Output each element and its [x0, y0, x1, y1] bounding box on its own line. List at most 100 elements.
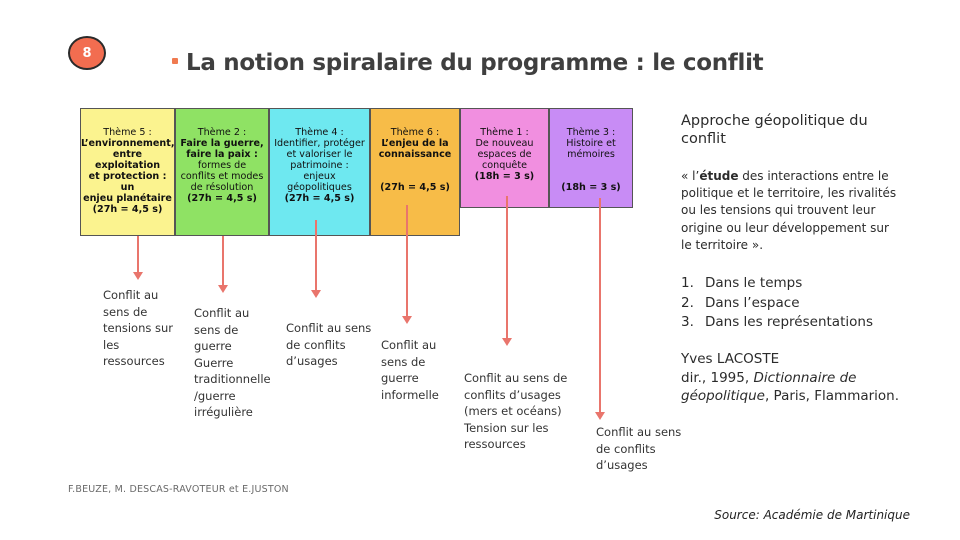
dimensions-list: 1. Dans le temps 2. Dans l’espace 3. Dans les… [681, 274, 873, 333]
dimension-item: 3. Dans les représentations [681, 313, 873, 333]
theme-line: Thème 1 : [480, 127, 529, 138]
label-line: les [103, 337, 120, 352]
label-line: guerre [381, 371, 419, 385]
theme-line: et protection : un [88, 171, 167, 193]
title-bullet [172, 58, 178, 64]
label-line: Conflit au sens de [464, 371, 568, 385]
label-line: sens de [194, 322, 239, 337]
conflict-label-theme-1: Conflit au sens de conflits d’usages (mers… [464, 370, 567, 453]
theme-box-5: Thème 1 : De nouveau espaces de conquête (18… [460, 108, 549, 208]
theme-hours: (27h = 4,5 s) [92, 204, 163, 215]
dimension-text: Dans les représentations [705, 314, 873, 330]
label-line: de conflits [596, 441, 656, 456]
label-line: ressources [464, 437, 526, 451]
label-line: sens de [103, 304, 148, 319]
approach-title: Approche géopolitique du conflit [681, 112, 868, 148]
dimension-number: 3. [681, 314, 694, 330]
conflict-label-theme-3: Conflit au sens de conflits d’usages [596, 424, 681, 474]
theme-line: géopolitiques [287, 182, 352, 193]
label-line: Conflit au [103, 288, 159, 302]
reference-author: Yves LACOSTE [681, 351, 780, 367]
label-line: de conflits [286, 337, 346, 352]
conflict-label-theme-6: Conflit au sens de guerre informelle [381, 337, 439, 403]
arrow-theme-4 [311, 220, 321, 298]
theme-hours: (18h = 3 s) [474, 171, 535, 182]
theme-line: faire la paix : [186, 149, 258, 160]
theme-line: patrimoine : [290, 160, 349, 171]
theme-line: de résolution [190, 182, 254, 193]
arrow-theme-6 [402, 205, 412, 324]
arrow-theme-1 [502, 196, 512, 346]
conflict-label-theme-4: Conflit au sens de conflits d’usages [286, 320, 371, 370]
theme-hours: (18h = 3 s) [561, 182, 621, 193]
slide-number-badge: 8 [68, 36, 106, 70]
theme-line: formes de [197, 160, 247, 171]
label-line: Conflit au [194, 306, 250, 320]
reference: Yves LACOSTE dir., 1995, Dictionnaire de… [681, 350, 899, 406]
label-line: Tension sur les [464, 420, 549, 435]
theme-line: Thème 3 : [566, 127, 616, 138]
dimension-item: 1. Dans le temps [681, 274, 873, 294]
theme-line: et valoriser le [286, 149, 353, 160]
reference-line-2: dir., 1995, Dictionnaire de [681, 369, 857, 386]
label-line: Conflit au [381, 338, 437, 352]
label-line: Conflit au sens [286, 321, 372, 335]
theme-line: Faire la guerre, [180, 138, 264, 149]
theme-line: Thème 4 : [295, 127, 344, 138]
dimension-number: 1. [681, 275, 694, 291]
arrow-theme-5 [133, 236, 143, 280]
theme-line: enjeu planétaire [83, 193, 172, 204]
theme-line: espaces de [477, 149, 532, 160]
theme-hours: (27h = 4,5 s) [187, 193, 257, 204]
label-line: d’usages [596, 458, 648, 472]
label-line: informelle [381, 387, 439, 402]
label-line: Guerre [194, 355, 234, 370]
quote-line: « l’étude des interactions entre le [681, 169, 889, 183]
reference-line-3: géopolitique, Paris, Flammarion. [681, 388, 900, 404]
theme-line: conquête [482, 160, 527, 171]
quote-line: ou les tensions qui trouvent leur [681, 203, 876, 218]
dimension-text: Dans le temps [705, 275, 803, 291]
theme-line: De nouveau [475, 138, 534, 149]
label-line: irrégulière [194, 405, 253, 419]
arrow-theme-2 [218, 236, 228, 293]
quote-line: le territoire ». [681, 237, 764, 252]
theme-line: L’environnement, [81, 138, 175, 149]
dimension-text: Dans l’espace [705, 294, 800, 311]
label-line: conflits d’usages [464, 387, 561, 402]
label-line: /guerre [194, 388, 236, 403]
slide-title: La notion spiralaire du programme : le c… [186, 50, 764, 76]
theme-line: Identifier, protéger [274, 138, 365, 149]
theme-line: Thème 6 : [390, 127, 440, 138]
source-credit: Source: Académie de Martinique [714, 508, 910, 522]
theme-line: Thème 2 : [197, 127, 247, 138]
theme-box-3: Thème 4 : Identifier, protéger et valorise… [269, 108, 370, 236]
theme-line: connaissance [378, 149, 452, 160]
theme-line: conflits et modes [180, 171, 264, 182]
quote-line: politique et le territoire, les rivalité… [681, 186, 897, 201]
label-line: tensions sur [103, 321, 174, 335]
arrow-theme-3 [595, 198, 605, 420]
approach-title-line-1: Approche géopolitique du [681, 113, 868, 129]
theme-line: L’enjeu de la [381, 138, 449, 149]
conflict-label-theme-5: Conflit au sens de tensions sur les ressourc… [103, 287, 173, 370]
label-line: d’usages [286, 354, 338, 368]
label-line: Conflit au sens [596, 425, 682, 439]
theme-hours: (27h = 4,5 s) [380, 182, 450, 193]
definition-quote: « l’étude des interactions entre le polit… [681, 168, 896, 254]
approach-title-line-2: conflit [681, 131, 726, 147]
dimension-number: 2. [681, 294, 694, 311]
label-line: sens de [381, 354, 426, 369]
label-line: (mers et océans) [464, 404, 562, 418]
conflict-label-theme-2: Conflit au sens de guerre Guerre traditionne… [194, 305, 271, 421]
dimension-item: 2. Dans l’espace [681, 294, 873, 314]
theme-line: Histoire et [566, 138, 616, 149]
theme-box-4: Thème 6 : L’enjeu de la connaissance (27h =… [370, 108, 460, 236]
theme-line: entre exploitation [94, 149, 161, 171]
theme-box-1: Thème 5 : L’environnement, entre exploitat… [80, 108, 175, 236]
quote-line: origine ou leur développement sur [681, 220, 889, 235]
theme-line: enjeux [303, 171, 336, 182]
authors-credit: F.BEUZE, M. DESCAS-RAVOTEUR et E.JUSTON [68, 484, 289, 495]
theme-hours: (27h = 4,5 s) [284, 193, 355, 204]
label-line: traditionnelle [194, 372, 271, 386]
